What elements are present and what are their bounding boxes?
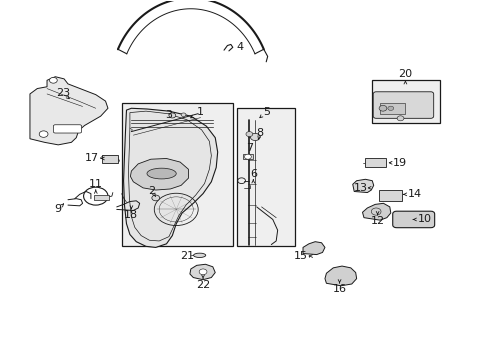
Text: 12: 12 bbox=[370, 216, 384, 226]
Text: 14: 14 bbox=[407, 189, 421, 199]
Circle shape bbox=[168, 113, 175, 118]
Circle shape bbox=[152, 195, 159, 201]
Ellipse shape bbox=[193, 253, 205, 257]
Bar bbox=[365, 158, 385, 167]
Polygon shape bbox=[189, 264, 215, 280]
Circle shape bbox=[387, 106, 393, 111]
Circle shape bbox=[244, 154, 251, 159]
Bar bbox=[122, 103, 232, 246]
Text: 19: 19 bbox=[392, 158, 406, 168]
Text: 23: 23 bbox=[56, 88, 70, 98]
Text: 7: 7 bbox=[245, 143, 252, 153]
Circle shape bbox=[39, 131, 48, 137]
Text: 21: 21 bbox=[180, 251, 194, 261]
Polygon shape bbox=[352, 179, 373, 193]
Text: 8: 8 bbox=[256, 129, 263, 138]
Text: 3: 3 bbox=[165, 111, 172, 121]
Circle shape bbox=[396, 116, 403, 121]
Bar bbox=[94, 195, 109, 200]
Ellipse shape bbox=[147, 168, 176, 179]
Bar bbox=[242, 154, 253, 159]
Bar bbox=[102, 155, 118, 163]
Polygon shape bbox=[325, 266, 356, 286]
Circle shape bbox=[250, 134, 260, 140]
Text: 6: 6 bbox=[249, 168, 256, 179]
Text: 18: 18 bbox=[124, 210, 138, 220]
Bar bbox=[378, 190, 401, 201]
Polygon shape bbox=[303, 242, 325, 255]
Text: 5: 5 bbox=[263, 107, 269, 117]
Text: 16: 16 bbox=[332, 284, 346, 294]
Circle shape bbox=[199, 269, 206, 275]
Text: 22: 22 bbox=[196, 280, 210, 290]
Polygon shape bbox=[123, 108, 217, 247]
Text: 17: 17 bbox=[85, 153, 99, 163]
FancyBboxPatch shape bbox=[372, 92, 433, 118]
Circle shape bbox=[181, 113, 185, 117]
Text: 2: 2 bbox=[148, 186, 155, 196]
Text: 15: 15 bbox=[293, 251, 307, 261]
Circle shape bbox=[49, 77, 57, 83]
Text: 9: 9 bbox=[55, 204, 61, 215]
Polygon shape bbox=[362, 203, 390, 220]
Text: 11: 11 bbox=[89, 179, 102, 189]
Bar bbox=[379, 103, 405, 114]
Polygon shape bbox=[130, 158, 188, 190]
Circle shape bbox=[245, 132, 252, 136]
Text: 13: 13 bbox=[353, 183, 367, 193]
Text: 1: 1 bbox=[197, 107, 203, 117]
FancyBboxPatch shape bbox=[53, 125, 81, 133]
Text: 10: 10 bbox=[417, 215, 431, 224]
Bar bbox=[371, 80, 439, 123]
Text: 4: 4 bbox=[236, 42, 243, 52]
Circle shape bbox=[378, 105, 386, 111]
Polygon shape bbox=[30, 77, 108, 145]
FancyBboxPatch shape bbox=[392, 211, 434, 228]
Text: 20: 20 bbox=[398, 69, 412, 79]
Bar bbox=[236, 108, 295, 246]
